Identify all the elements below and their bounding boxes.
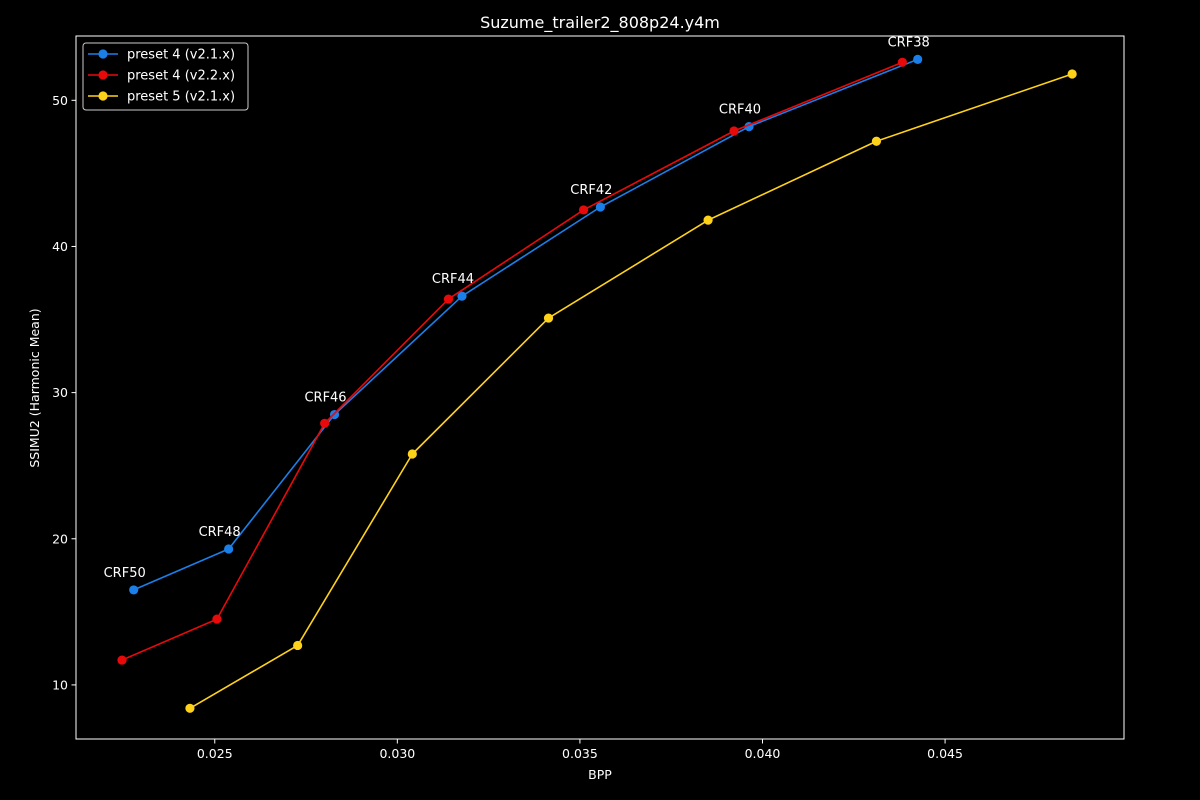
series-2 bbox=[117, 57, 907, 665]
data-point bbox=[443, 294, 454, 304]
data-point bbox=[320, 418, 330, 428]
legend-item: preset 4 (v2.2.x) bbox=[88, 69, 235, 84]
x-tick-label: 0.035 bbox=[562, 746, 598, 761]
legend-label: preset 4 (v2.2.x) bbox=[127, 69, 235, 84]
legend-marker bbox=[98, 49, 108, 59]
series-layer bbox=[117, 54, 1077, 713]
x-tick-label: 0.040 bbox=[745, 746, 781, 761]
y-axis-label: SSIMU2 (Harmonic Mean) bbox=[27, 308, 42, 467]
data-point bbox=[293, 640, 303, 651]
legend: preset 4 (v2.1.x) preset 4 (v2.2.x) preset… bbox=[82, 42, 249, 111]
x-tick-label: 0.025 bbox=[197, 746, 233, 761]
crf-annotation: CRF44 bbox=[432, 272, 474, 287]
legend-item: preset 5 (v2.1.x) bbox=[88, 90, 235, 105]
legend-label: preset 5 (v2.1.x) bbox=[127, 90, 235, 105]
data-point bbox=[407, 449, 417, 459]
legend-item: preset 4 (v2.1.x) bbox=[88, 48, 235, 63]
y-tick-label: 30 bbox=[52, 385, 68, 400]
data-point bbox=[913, 54, 923, 64]
data-point bbox=[897, 57, 907, 67]
crf-annotation: CRF42 bbox=[570, 183, 612, 198]
data-point bbox=[212, 614, 222, 624]
crf-annotation: CRF48 bbox=[199, 525, 241, 540]
plot-area-frame bbox=[75, 35, 1125, 740]
y-tick-label: 10 bbox=[52, 677, 68, 692]
legend-label: preset 4 (v2.1.x) bbox=[127, 48, 235, 63]
x-tick-label: 0.030 bbox=[379, 746, 415, 761]
legend-marker bbox=[98, 91, 108, 101]
data-point bbox=[871, 136, 882, 146]
x-tick-label: 0.045 bbox=[927, 746, 963, 761]
data-point bbox=[578, 205, 589, 215]
data-point bbox=[595, 202, 605, 212]
data-point bbox=[1067, 69, 1077, 79]
data-point bbox=[703, 215, 713, 225]
crf-annotation: CRF38 bbox=[888, 35, 930, 50]
y-tick-label: 40 bbox=[52, 239, 68, 254]
data-point bbox=[185, 703, 195, 713]
annotation-layer: CRF50 CRF48 CRF46 CRF44 CRF42 CRF40 CRF38 bbox=[104, 35, 930, 581]
y-tick-label: 50 bbox=[52, 93, 68, 108]
chart-title: Suzume_trailer2_808p24.y4m bbox=[480, 13, 720, 33]
y-axis: 10 20 30 40 50 bbox=[52, 93, 76, 692]
crf-annotation: CRF40 bbox=[719, 103, 761, 118]
y-tick-label: 20 bbox=[52, 531, 68, 546]
crf-annotation: CRF46 bbox=[304, 391, 346, 406]
legend-box bbox=[82, 42, 249, 111]
data-point bbox=[457, 291, 467, 301]
data-point bbox=[543, 313, 554, 323]
x-axis-label: BPP bbox=[588, 767, 612, 782]
x-axis: 0.025 0.030 0.035 0.040 0.045 bbox=[197, 739, 963, 761]
data-point bbox=[117, 655, 127, 665]
crf-annotation: CRF50 bbox=[104, 566, 146, 581]
legend-marker bbox=[98, 70, 108, 80]
data-point bbox=[129, 585, 139, 595]
data-point bbox=[729, 126, 739, 136]
data-point bbox=[224, 544, 234, 554]
series-3 bbox=[185, 69, 1077, 713]
